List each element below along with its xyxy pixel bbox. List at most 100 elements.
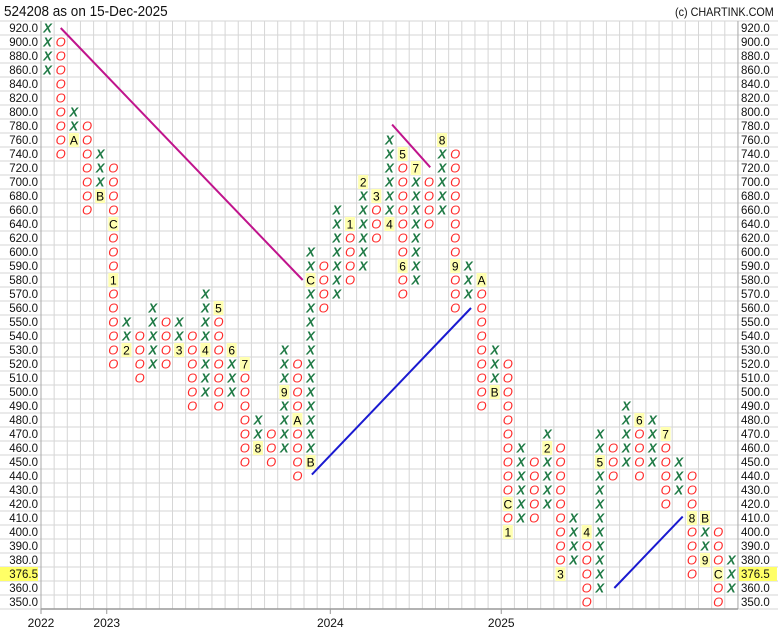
o-mark: O <box>476 371 486 386</box>
o-mark: O <box>450 175 460 190</box>
x-mark: X <box>42 63 53 78</box>
o-mark: O <box>345 273 355 288</box>
month-marker-bg <box>686 511 697 525</box>
x-mark: X <box>410 217 421 232</box>
x-mark: X <box>42 49 53 64</box>
x-mark: X <box>410 189 421 204</box>
price-label-left: 840.0 <box>9 79 38 91</box>
price-label-left: 380.0 <box>9 555 38 567</box>
o-mark: O <box>187 357 197 372</box>
x-mark: X <box>700 539 711 554</box>
o-mark: O <box>582 539 592 554</box>
x-mark: X <box>226 385 237 400</box>
o-mark: O <box>161 357 171 372</box>
month-marker-bg <box>108 273 119 287</box>
x-mark: X <box>437 161 448 176</box>
o-mark: O <box>135 357 145 372</box>
o-mark: O <box>108 189 118 204</box>
x-mark: X <box>279 427 290 442</box>
month-marker: A <box>70 134 78 148</box>
price-label-right: 590.0 <box>741 261 770 273</box>
x-mark: X <box>463 273 474 288</box>
o-mark: O <box>108 315 118 330</box>
month-marker-bg <box>345 217 356 231</box>
price-label-left: 440.0 <box>9 471 38 483</box>
o-mark: O <box>608 441 618 456</box>
o-mark: O <box>56 35 66 50</box>
x-mark: X <box>463 287 474 302</box>
o-mark: O <box>108 161 118 176</box>
price-label-left: 550.0 <box>9 317 38 329</box>
o-mark: O <box>424 203 434 218</box>
o-mark: O <box>240 455 250 470</box>
x-mark: X <box>595 553 606 568</box>
price-label-left: 520.0 <box>9 359 38 371</box>
month-marker-bg <box>542 441 553 455</box>
month-marker: 9 <box>281 386 288 400</box>
o-mark: O <box>608 469 618 484</box>
x-mark: X <box>226 357 237 372</box>
month-marker-bg <box>358 175 369 189</box>
price-label-left: 590.0 <box>9 261 38 273</box>
o-mark: O <box>529 497 539 512</box>
x-mark: X <box>305 385 316 400</box>
o-mark: O <box>240 413 250 428</box>
o-mark: O <box>108 231 118 246</box>
x-mark: X <box>69 105 80 120</box>
x-mark: X <box>568 511 579 526</box>
o-mark: O <box>161 343 171 358</box>
x-mark: X <box>332 273 343 288</box>
price-label-right: 600.0 <box>741 247 770 259</box>
o-mark: O <box>476 343 486 358</box>
o-mark: O <box>108 245 118 260</box>
month-marker: 5 <box>399 148 406 162</box>
o-mark: O <box>161 329 171 344</box>
o-mark: O <box>450 245 460 260</box>
month-marker: 1 <box>110 274 117 288</box>
o-mark: O <box>292 357 302 372</box>
x-mark: X <box>568 525 579 540</box>
o-mark: O <box>213 357 223 372</box>
month-marker: 3 <box>373 190 380 204</box>
month-marker: 5 <box>597 456 604 470</box>
o-mark: O <box>476 287 486 302</box>
o-mark: O <box>687 539 697 554</box>
month-marker-bg <box>581 525 592 539</box>
o-mark: O <box>398 203 408 218</box>
month-marker: C <box>306 274 315 288</box>
price-label-right: 490.0 <box>741 401 770 413</box>
month-marker-bg <box>713 567 724 581</box>
x-mark: X <box>595 525 606 540</box>
price-label-right: 760.0 <box>741 135 770 147</box>
o-mark: O <box>56 91 66 106</box>
o-mark: O <box>187 399 197 414</box>
o-mark: O <box>529 511 539 526</box>
o-mark: O <box>661 441 671 456</box>
o-mark: O <box>450 203 460 218</box>
x-mark: X <box>410 273 421 288</box>
o-mark: O <box>687 483 697 498</box>
price-label-right: 840.0 <box>741 79 770 91</box>
o-mark: O <box>661 455 671 470</box>
o-mark: O <box>82 175 92 190</box>
o-mark: O <box>398 189 408 204</box>
o-mark: O <box>398 231 408 246</box>
price-label-right: 920.0 <box>741 23 770 35</box>
x-mark: X <box>647 441 658 456</box>
x-mark: X <box>516 497 527 512</box>
o-mark: O <box>450 301 460 316</box>
month-marker-bg <box>108 217 119 231</box>
o-mark: O <box>56 63 66 78</box>
price-label-left: 800.0 <box>9 107 38 119</box>
o-mark: O <box>108 343 118 358</box>
o-mark: O <box>187 371 197 386</box>
chart-title: 524208 as on 15-Dec-2025 <box>4 3 168 20</box>
o-mark: O <box>503 441 513 456</box>
o-mark: O <box>161 315 171 330</box>
o-mark: O <box>424 189 434 204</box>
price-label-left: 390.0 <box>9 541 38 553</box>
price-label-right: 360.0 <box>741 583 770 595</box>
year-label: 2023 <box>93 616 120 630</box>
x-mark: X <box>726 567 737 582</box>
o-mark: O <box>713 539 723 554</box>
